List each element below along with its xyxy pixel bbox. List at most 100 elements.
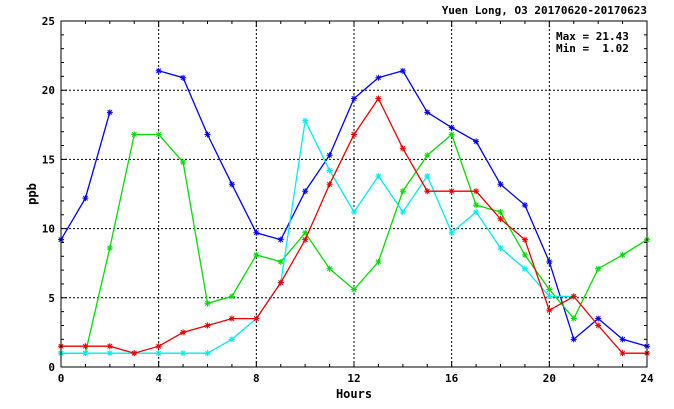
data-point: [155, 350, 162, 357]
data-point: [82, 195, 89, 202]
data-point: [277, 279, 284, 286]
data-point: [473, 138, 480, 145]
series-line: [61, 118, 574, 354]
data-point: [521, 251, 528, 258]
data-point: [448, 131, 455, 138]
data-point: [595, 265, 602, 272]
data-point: [375, 74, 382, 81]
series-2: [58, 117, 577, 357]
data-point: [228, 336, 235, 343]
y-tick-label: 0: [48, 361, 55, 374]
data-point: [448, 229, 455, 236]
data-point: [131, 131, 138, 138]
plot-frame: [60, 20, 648, 368]
x-tick-label: 16: [445, 372, 459, 385]
max-label: Max = 21.43: [556, 30, 629, 43]
data-point: [106, 350, 113, 357]
data-point: [473, 208, 480, 215]
data-point: [546, 293, 553, 300]
y-tick-label: 25: [42, 15, 55, 28]
y-tick-label: 10: [42, 223, 55, 236]
tick-label-layer: 0 4 8 12 16 20 24 0 5 10 15 20 25: [42, 15, 654, 385]
data-point: [497, 215, 504, 222]
data-point: [302, 229, 309, 236]
data-point: [595, 315, 602, 322]
data-point: [180, 74, 187, 81]
data-point: [180, 159, 187, 166]
data-point: [204, 322, 211, 329]
data-point: [546, 286, 553, 293]
data-point: [399, 67, 406, 74]
data-point: [375, 173, 382, 180]
x-tick-label: 20: [543, 372, 556, 385]
x-tick-label: 4: [155, 372, 162, 385]
y-tick-label: 20: [42, 84, 55, 97]
data-point: [228, 181, 235, 188]
data-point: [155, 131, 162, 138]
data-point: [424, 152, 431, 159]
data-point: [326, 265, 333, 272]
data-point: [375, 258, 382, 265]
data-point: [204, 131, 211, 138]
data-point: [326, 181, 333, 188]
data-point: [375, 95, 382, 102]
data-point: [497, 244, 504, 251]
data-point: [497, 181, 504, 188]
data-point: [106, 109, 113, 116]
series-layer: [58, 67, 650, 357]
series-line: [60, 112, 111, 241]
data-point: [448, 124, 455, 131]
data-point: [131, 350, 138, 357]
data-point: [82, 343, 89, 350]
min-label: Min = 1.02: [556, 42, 629, 55]
series-line: [61, 133, 648, 354]
data-point: [619, 336, 626, 343]
data-point: [326, 167, 333, 174]
data-point: [570, 315, 577, 322]
data-point: [546, 258, 553, 265]
data-point: [106, 343, 113, 350]
data-point: [521, 236, 528, 243]
x-tick-label: 12: [347, 372, 360, 385]
data-point: [253, 251, 260, 258]
data-point: [570, 293, 577, 300]
data-point: [399, 188, 406, 195]
data-point: [448, 188, 455, 195]
y-tick-label: 15: [42, 153, 55, 166]
data-point: [619, 251, 626, 258]
data-point: [106, 244, 113, 251]
chart-title: Yuen Long, O3 20170620-20170623: [442, 4, 647, 17]
data-point: [302, 236, 309, 243]
data-point: [228, 315, 235, 322]
data-point: [302, 117, 309, 124]
x-tick-label: 8: [253, 372, 260, 385]
data-point: [473, 202, 480, 209]
series-line: [158, 70, 648, 347]
data-point: [204, 350, 211, 357]
data-point: [253, 315, 260, 322]
data-point: [277, 258, 284, 265]
data-point: [155, 343, 162, 350]
data-point: [351, 208, 357, 215]
data-point: [180, 329, 187, 336]
data-point: [424, 173, 431, 180]
data-point: [497, 208, 504, 215]
data-point: [228, 293, 235, 300]
data-point: [155, 67, 162, 74]
data-point: [399, 145, 406, 152]
data-point: [473, 188, 480, 195]
y-axis-label: ppb: [25, 183, 39, 205]
data-point: [521, 202, 528, 209]
data-point: [277, 236, 284, 243]
data-point: [546, 307, 553, 314]
data-point: [399, 208, 406, 215]
data-point: [326, 152, 333, 159]
data-point: [302, 188, 309, 195]
data-point: [595, 322, 602, 329]
grid-layer: [61, 21, 647, 367]
data-point: [521, 265, 528, 272]
data-point: [253, 229, 260, 236]
x-tick-label: 24: [640, 372, 654, 385]
x-axis-label: Hours: [336, 387, 372, 401]
